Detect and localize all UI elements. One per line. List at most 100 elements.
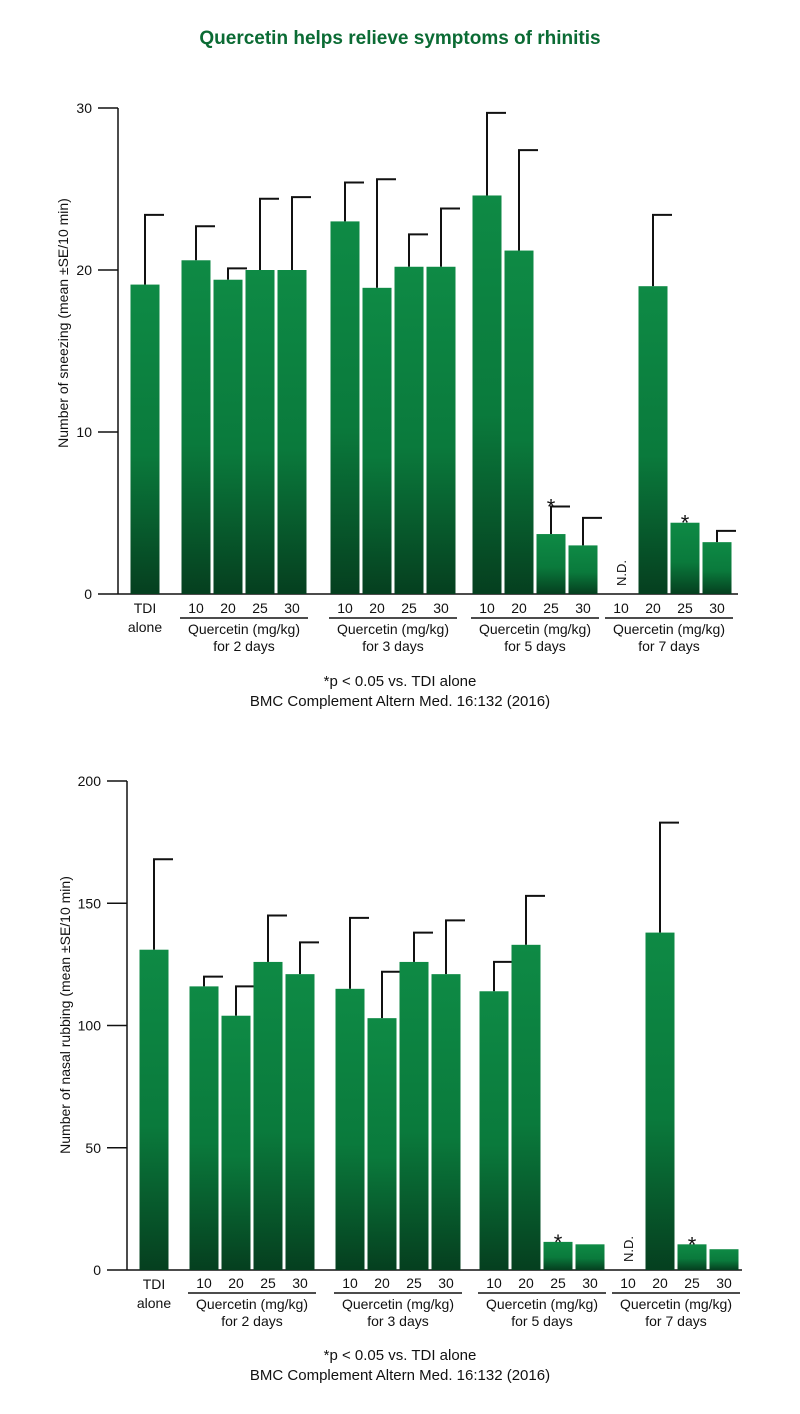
chart1-footnote: *p < 0.05 vs. TDI alone xyxy=(323,673,477,690)
c2-dose-label-g3-2: 25 xyxy=(550,1275,566,1291)
c1-control-label-2: alone xyxy=(128,619,162,635)
c1-dose-label-g3-3: 30 xyxy=(575,600,591,616)
c1-dose-label-g1-2: 25 xyxy=(252,600,268,616)
c1-bar-g1-30 xyxy=(277,270,307,594)
c2-dose-label-g1-3: 30 xyxy=(292,1275,308,1291)
c1-dose-label-g1-1: 20 xyxy=(220,600,236,616)
c2-group-sublabel-2: for 3 days xyxy=(367,1313,428,1329)
c1-bar-g3-20 xyxy=(504,250,534,594)
c2-dose-label-g3-0: 10 xyxy=(486,1275,502,1291)
c1-y-tick-label-2: 20 xyxy=(76,262,92,278)
c2-control-label-2: alone xyxy=(137,1295,171,1311)
c2-dose-label-g3-3: 30 xyxy=(582,1275,598,1291)
c2-bar-g4-25-annotation: * xyxy=(688,1232,697,1257)
c1-bar-g3-25-annotation: * xyxy=(547,495,556,520)
c2-group-label-3: Quercetin (mg/kg) xyxy=(486,1296,598,1312)
c1-group-label-2: Quercetin (mg/kg) xyxy=(337,621,449,637)
c1-bar-g1-20 xyxy=(213,279,243,594)
c1-dose-label-g4-1: 20 xyxy=(645,600,661,616)
c1-dose-label-g2-3: 30 xyxy=(433,600,449,616)
c2-bar-g1-20 xyxy=(221,1015,251,1270)
c2-y-tick-label-1: 50 xyxy=(85,1140,101,1156)
c2-bar-g2-20 xyxy=(367,1018,397,1270)
c2-dose-label-g2-2: 25 xyxy=(406,1275,422,1291)
c1-group-sublabel-1: for 2 days xyxy=(213,638,274,654)
c1-dose-label-g1-0: 10 xyxy=(188,600,204,616)
c2-group-sublabel-1: for 2 days xyxy=(221,1313,282,1329)
c2-bar-g4-20 xyxy=(645,932,675,1270)
c2-bar-g2-25 xyxy=(399,961,429,1270)
c2-dose-label-g2-1: 20 xyxy=(374,1275,390,1291)
c2-dose-label-g2-0: 10 xyxy=(342,1275,358,1291)
c2-bar-g3-30 xyxy=(575,1244,605,1270)
page-title: Quercetin helps relieve symptoms of rhin… xyxy=(199,28,601,49)
sneezing-chart: 0 10 20 30 Number of sneezing (mean ±SE/10 m… xyxy=(55,100,738,654)
c1-bar-g1-10 xyxy=(181,260,211,594)
c1-group-sublabel-4: for 7 days xyxy=(638,638,699,654)
c2-dose-label-g2-3: 30 xyxy=(438,1275,454,1291)
c1-dose-label-g2-0: 10 xyxy=(337,600,353,616)
c2-bar-g1-30 xyxy=(285,974,315,1270)
c2-bar-g3-10 xyxy=(479,991,509,1270)
c1-dose-label-g2-2: 25 xyxy=(401,600,417,616)
c1-bar-g3-30 xyxy=(568,545,598,594)
c2-control-label-1: TDI xyxy=(143,1276,166,1292)
c2-y-tick-label-4: 200 xyxy=(78,773,102,789)
c1-dose-label-g3-0: 10 xyxy=(479,600,495,616)
chart2-source: BMC Complement Altern Med. 16:132 (2016) xyxy=(249,1367,551,1384)
c1-dose-label-g3-2: 25 xyxy=(543,600,559,616)
chart1-footer: *p < 0.05 vs. TDI alone BMC Complement A… xyxy=(0,672,800,712)
c1-bar-g4-10-annotation: N.D. xyxy=(614,560,629,586)
c1-y-axis-label: Number of sneezing (mean ±SE/10 min) xyxy=(55,198,71,448)
c1-y-tick-label-3: 30 xyxy=(76,100,92,116)
c1-y-tick-label-0: 0 xyxy=(84,586,92,602)
c2-dose-label-g4-1: 20 xyxy=(652,1275,668,1291)
c1-control-label-1: TDI xyxy=(134,600,157,616)
c1-bar-control xyxy=(130,284,160,594)
c1-group-sublabel-3: for 5 days xyxy=(504,638,565,654)
c2-y-axis-label: Number of nasal rubbing (mean ±SE/10 min… xyxy=(57,876,73,1154)
c2-bar-g4-30 xyxy=(709,1249,739,1270)
c1-bar-g4-25-annotation: * xyxy=(681,511,690,536)
c1-bar-g2-20 xyxy=(362,287,392,594)
c1-y-tick-label-1: 10 xyxy=(76,424,92,440)
c2-dose-label-g4-2: 25 xyxy=(684,1275,700,1291)
c2-bar-g2-30 xyxy=(431,974,461,1270)
c2-bar-g2-10 xyxy=(335,988,365,1270)
c1-dose-label-g4-2: 25 xyxy=(677,600,693,616)
chart2-footer: *p < 0.05 vs. TDI alone BMC Complement A… xyxy=(0,1346,800,1386)
c2-y-tick-label-3: 150 xyxy=(78,895,102,911)
c2-group-label-2: Quercetin (mg/kg) xyxy=(342,1296,454,1312)
c1-bar-g2-25 xyxy=(394,266,424,594)
c1-dose-label-g4-0: 10 xyxy=(613,600,629,616)
c2-dose-label-g3-1: 20 xyxy=(518,1275,534,1291)
c2-dose-label-g1-2: 25 xyxy=(260,1275,276,1291)
c2-dose-label-g4-0: 10 xyxy=(620,1275,636,1291)
c1-bar-g2-10 xyxy=(330,221,360,594)
c1-group-label-1: Quercetin (mg/kg) xyxy=(188,621,300,637)
c1-group-label-3: Quercetin (mg/kg) xyxy=(479,621,591,637)
c1-bar-g3-10 xyxy=(472,195,502,595)
c1-bar-g1-25 xyxy=(245,270,275,594)
c2-group-sublabel-3: for 5 days xyxy=(511,1313,572,1329)
c1-group-sublabel-2: for 3 days xyxy=(362,638,423,654)
c2-y-tick-label-0: 0 xyxy=(93,1262,101,1278)
c2-bar-g4-25 xyxy=(677,1244,707,1270)
c2-dose-label-g1-1: 20 xyxy=(228,1275,244,1291)
c2-y-tick-label-2: 100 xyxy=(78,1018,102,1034)
chart1-source: BMC Complement Altern Med. 16:132 (2016) xyxy=(249,693,551,710)
c1-dose-label-g3-1: 20 xyxy=(511,600,527,616)
c2-dose-label-g4-3: 30 xyxy=(716,1275,732,1291)
c1-bar-g4-25 xyxy=(670,522,700,594)
c2-bar-control xyxy=(139,949,169,1270)
c2-bar-g3-20 xyxy=(511,944,541,1270)
c2-dose-label-g1-0: 10 xyxy=(196,1275,212,1291)
c1-bar-g4-30 xyxy=(702,542,732,594)
c2-bar-g3-25-annotation: * xyxy=(554,1230,563,1255)
c1-bar-g2-30 xyxy=(426,266,456,594)
c1-dose-label-g2-1: 20 xyxy=(369,600,385,616)
c2-bar-g4-10-annotation: N.D. xyxy=(621,1236,636,1262)
c1-dose-label-g1-3: 30 xyxy=(284,600,300,616)
c1-dose-label-g4-3: 30 xyxy=(709,600,725,616)
chart2-footnote: *p < 0.05 vs. TDI alone xyxy=(323,1347,477,1364)
